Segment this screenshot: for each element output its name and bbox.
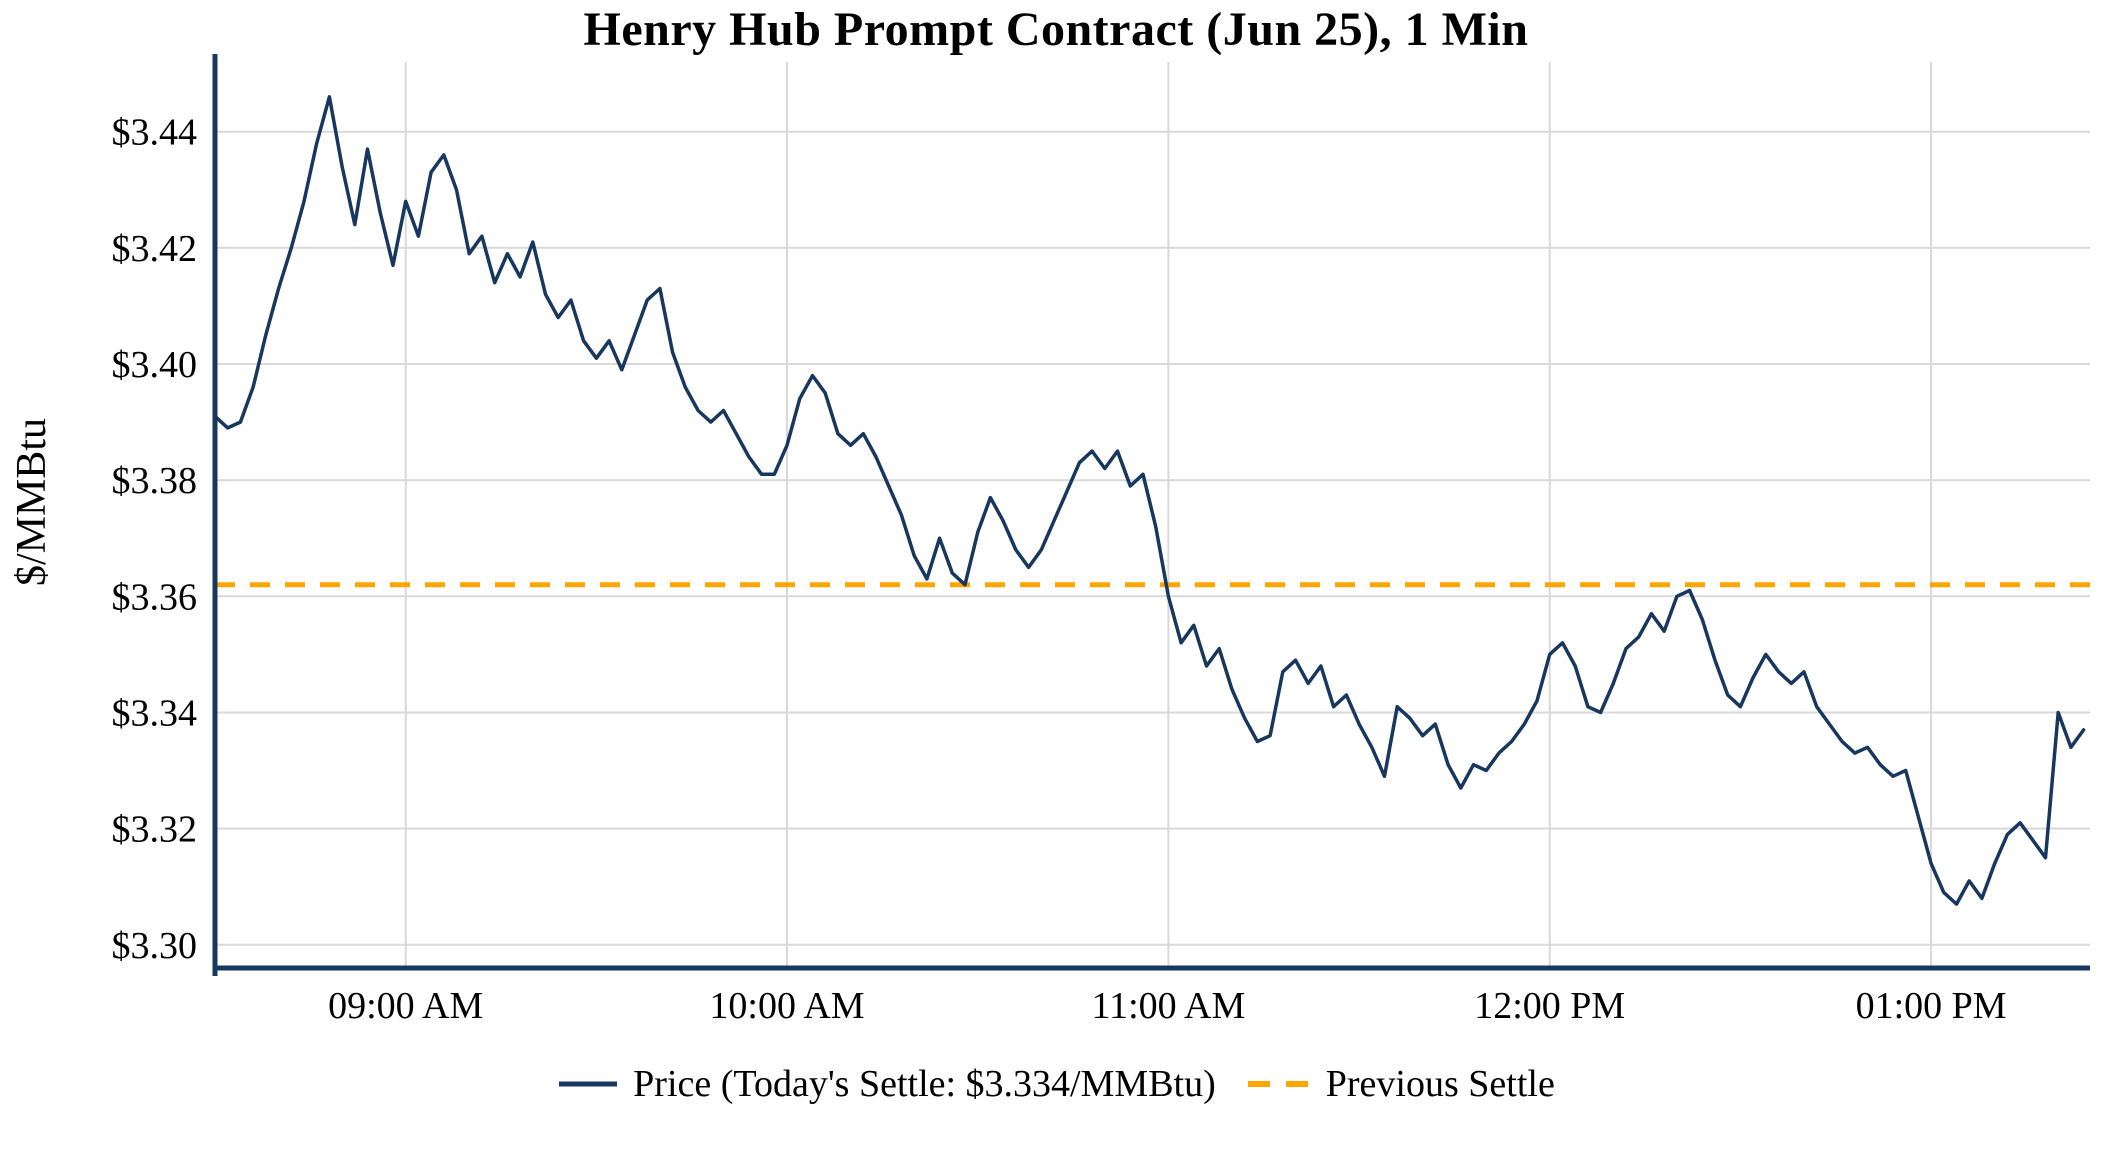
- legend-item-price: Price (Today's Settle: $3.334/MMBtu): [557, 1062, 1216, 1106]
- x-tick-label: 12:00 PM: [1474, 985, 1625, 1027]
- previous-settle-swatch-icon: [1247, 1081, 1310, 1087]
- price-line-swatch-icon: [559, 1081, 618, 1087]
- x-tick-label: 10:00 AM: [709, 985, 864, 1027]
- y-tick-label: $3.30: [112, 925, 198, 967]
- legend-label-price: Price (Today's Settle: $3.334/MMBtu): [633, 1063, 1216, 1105]
- y-tick-label: $3.32: [112, 809, 198, 851]
- legend-label-previous-settle: Previous Settle: [1325, 1063, 1555, 1105]
- y-tick-label: $3.38: [112, 460, 198, 502]
- y-tick-label: $3.42: [112, 228, 198, 270]
- legend-item-previous-settle: Previous Settle: [1246, 1062, 1555, 1106]
- x-tick-label: 09:00 AM: [328, 985, 483, 1027]
- legend: Price (Today's Settle: $3.334/MMBtu) Pre…: [0, 1062, 2112, 1106]
- chart-title: Henry Hub Prompt Contract (Jun 25), 1 Mi…: [583, 3, 1529, 56]
- y-tick-label: $3.34: [112, 693, 198, 735]
- x-tick-label: 11:00 AM: [1092, 985, 1246, 1027]
- x-tick-label: 01:00 PM: [1856, 985, 2007, 1027]
- y-tick-label: $3.36: [112, 576, 198, 618]
- y-tick-label: $3.44: [112, 112, 198, 154]
- y-tick-label: $3.40: [112, 344, 198, 386]
- price-line: [213, 95, 2086, 906]
